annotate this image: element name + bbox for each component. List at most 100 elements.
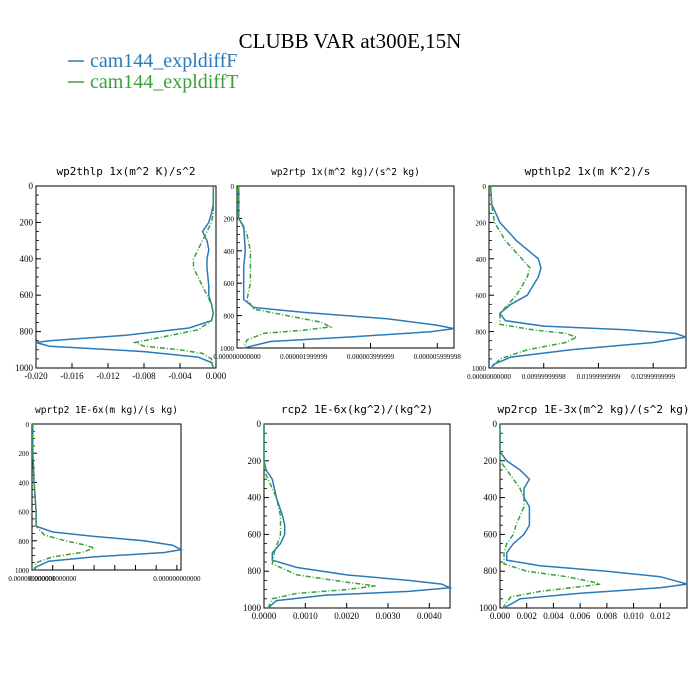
- series-line-0: [35, 186, 215, 369]
- x-tick-label: 0.000000000000: [213, 353, 261, 361]
- panel-3: wprtp2 1E-6x(m kg)/(s kg) 0 200 400 600 800 10…: [8, 405, 201, 583]
- y-tick-label: 400: [20, 254, 34, 264]
- x-tick-label: 0.010: [623, 611, 644, 621]
- x-tick-label: 0.0000: [252, 611, 277, 621]
- y-tick-label: 1000: [220, 345, 235, 353]
- panel-0: wp2thlp 1x(m^2 K)/s^202004006008001000-0…: [15, 165, 227, 381]
- y-tick-label: 800: [476, 329, 487, 337]
- series-line-0: [499, 424, 688, 609]
- x-tick-label: 0.006: [570, 611, 591, 621]
- y-tick-label: 600: [248, 529, 262, 539]
- x-tick-label: 0.0020: [334, 611, 359, 621]
- y-tick-label: 600: [224, 280, 235, 288]
- x-tick-label: 0.000000000000: [153, 575, 201, 583]
- y-tick-label: 400: [224, 248, 235, 256]
- plot-frame: [35, 185, 217, 369]
- x-tick-label: 0.00999999998: [522, 373, 566, 381]
- x-tick-label: 0.0040: [417, 611, 442, 621]
- x-tick-label: -0.004: [168, 371, 192, 381]
- series-line-0: [263, 424, 453, 609]
- y-tick-label: 800: [224, 313, 235, 321]
- panel-5: wp2rcp 1E-3x(m^2 kg)/(s^2 kg) 0 200 400 600 8…: [479, 403, 690, 621]
- x-tick-label: 0.000001999999: [280, 353, 328, 361]
- x-tick-label: 0.0030: [376, 611, 401, 621]
- series-line-0: [32, 424, 184, 571]
- x-tick-label: 0.0010: [293, 611, 318, 621]
- y-tick-label: 600: [484, 529, 498, 539]
- legend: cam144_expldiffF cam144_expldiffT: [68, 50, 238, 93]
- y-tick-label: 0: [26, 421, 30, 429]
- y-tick-label: 200: [20, 217, 34, 227]
- y-tick-label: 1000: [15, 363, 34, 373]
- series-line-0: [237, 186, 455, 349]
- y-tick-label: 600: [20, 290, 34, 300]
- panel-title: wp2thlp 1x(m^2 K)/s^2: [56, 165, 195, 178]
- y-tick-label: 400: [248, 493, 262, 503]
- panel-4: rcp2 1E-6x(kg^2)/(kg^2) 0 200 400 600 800 1000…: [243, 403, 453, 621]
- x-tick-label: 0.000001000000: [29, 575, 77, 583]
- y-tick-label: 1000: [15, 567, 30, 575]
- plot-frame: [499, 423, 688, 609]
- plot-frame: [488, 185, 687, 369]
- series-line-1: [489, 185, 579, 369]
- y-tick-label: 600: [476, 292, 487, 300]
- figure-title: CLUBB VAR at300E,15N: [239, 29, 462, 53]
- x-tick-label: 0.00000000000: [467, 373, 511, 381]
- x-tick-label: -0.020: [24, 371, 48, 381]
- series-line-1: [132, 186, 215, 369]
- y-tick-label: 1000: [479, 603, 498, 613]
- series-line-1: [32, 424, 97, 571]
- x-tick-label: 0.01999999999: [577, 373, 621, 381]
- series-line-1: [499, 424, 601, 609]
- y-tick-label: 200: [248, 456, 262, 466]
- y-tick-label: 800: [20, 327, 34, 337]
- y-tick-label: 400: [19, 479, 30, 487]
- y-tick-label: 0: [29, 181, 34, 191]
- series-line-0: [489, 185, 687, 369]
- y-tick-label: 1000: [243, 603, 262, 613]
- x-tick-label: 0.008: [597, 611, 618, 621]
- y-tick-label: 200: [19, 450, 30, 458]
- panels: wp2thlp 1x(m^2 K)/s^202004006008001000-0…: [8, 165, 689, 621]
- y-tick-label: 800: [19, 538, 30, 546]
- series-line-1: [237, 186, 334, 349]
- y-tick-label: 200: [476, 219, 487, 227]
- y-tick-label: 200: [224, 215, 235, 223]
- x-tick-label: -0.008: [132, 371, 156, 381]
- panel-title: wprtp2 1E-6x(m kg)/(s kg): [35, 405, 178, 416]
- series-line-1: [263, 424, 376, 609]
- y-tick-label: 400: [484, 493, 498, 503]
- y-tick-label: 600: [19, 509, 30, 517]
- panel-title: wp2rtp 1x(m^2 kg)/(s^2 kg): [271, 167, 420, 178]
- y-tick-label: 0: [493, 419, 498, 429]
- y-tick-label: 0: [257, 419, 262, 429]
- y-tick-label: 1000: [472, 365, 487, 373]
- x-tick-label: 0.02999999999: [631, 373, 675, 381]
- x-tick-label: 0.004: [543, 611, 564, 621]
- panel-1: wp2rtp 1x(m^2 kg)/(s^2 kg) 0 200 400 600 800 1…: [213, 167, 461, 361]
- plot-frame: [263, 423, 451, 609]
- x-tick-label: 0.000: [206, 371, 227, 381]
- plot-frame: [31, 423, 182, 571]
- panel-title: rcp2 1E-6x(kg^2)/(kg^2): [281, 403, 433, 416]
- y-tick-label: 400: [476, 256, 487, 264]
- x-tick-label: 0.000000000000: [8, 575, 56, 583]
- legend-label-0: cam144_expldiffF: [90, 50, 237, 72]
- x-tick-label: -0.016: [60, 371, 84, 381]
- x-tick-label: 0.000005999998: [414, 353, 462, 361]
- x-tick-label: -0.012: [96, 371, 119, 381]
- y-tick-label: 0: [231, 183, 235, 191]
- panel-title: wp2rcp 1E-3x(m^2 kg)/(s^2 kg): [497, 403, 689, 416]
- x-tick-label: 0.012: [650, 611, 670, 621]
- x-tick-label: 0.002: [517, 611, 537, 621]
- panel-2: wpthlp2 1x(m K^2)/s020040060080010000.00…: [467, 165, 687, 381]
- y-tick-label: 200: [484, 456, 498, 466]
- y-tick-label: 0: [483, 183, 487, 191]
- x-tick-label: 0.000: [490, 611, 511, 621]
- y-tick-label: 800: [248, 566, 262, 576]
- y-tick-label: 800: [484, 566, 498, 576]
- panel-title: wpthlp2 1x(m K^2)/s: [525, 165, 651, 178]
- legend-label-1: cam144_expldiffT: [90, 71, 238, 93]
- x-tick-label: 0.000003999999: [347, 353, 395, 361]
